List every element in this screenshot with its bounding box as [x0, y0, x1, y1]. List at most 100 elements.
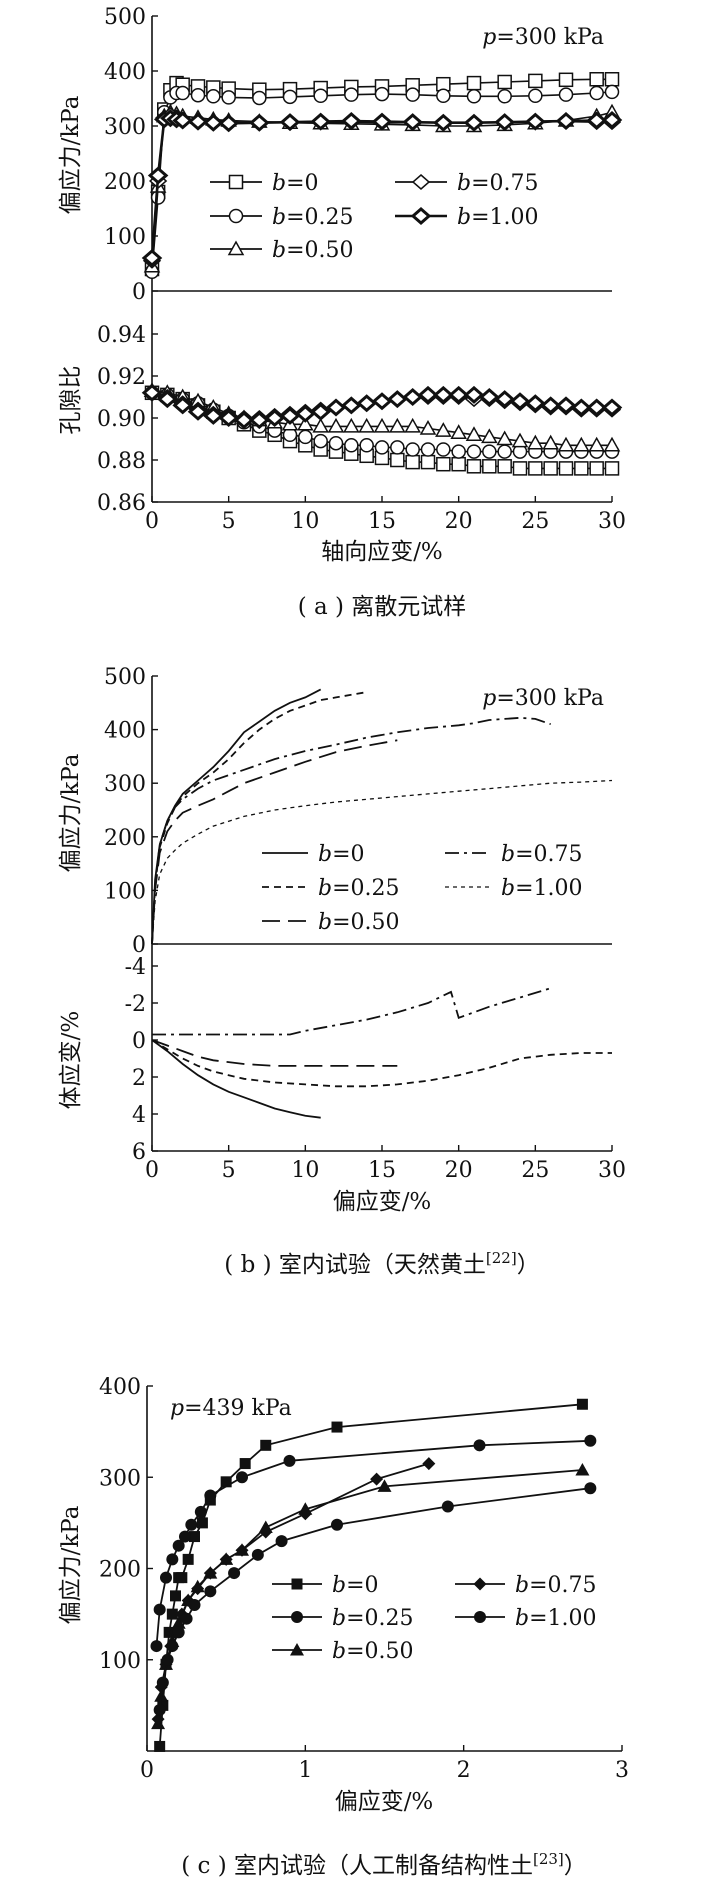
marker-circle [313, 433, 328, 449]
series-line [158, 1487, 591, 1711]
marker-diamond [218, 114, 239, 133]
marker-circle [344, 87, 359, 102]
marker-circle [405, 442, 420, 457]
legend-label: b=0 [272, 171, 319, 196]
marker-diamond [494, 390, 515, 409]
marker-square [260, 1439, 272, 1451]
marker-circle [221, 90, 236, 105]
pressure-annotation: p=300 kPa [482, 686, 604, 711]
marker-square [512, 461, 528, 476]
x-tick-label: 15 [368, 1158, 396, 1183]
marker-circle [156, 1676, 169, 1689]
caption-tail: ） [564, 1853, 587, 1879]
legend-item [272, 1611, 322, 1623]
marker-diamond [147, 166, 169, 185]
italic-symbol: b [318, 842, 332, 867]
y-tick-label: 0.92 [97, 365, 146, 390]
y-tick-label: 0 [132, 933, 146, 958]
legend-label: b=1.00 [515, 1606, 597, 1631]
marker-circle [194, 1505, 207, 1518]
legend-item [210, 240, 262, 256]
marker-triangle [496, 430, 513, 446]
marker-square [405, 454, 420, 470]
y-tick-label: 6 [132, 1140, 146, 1165]
marker-triangle [377, 1479, 392, 1492]
marker-square [589, 461, 604, 476]
marker-circle [359, 438, 374, 453]
legend-label: b=0.25 [272, 205, 354, 230]
pressure-annotation: p=439 kPa [170, 1396, 292, 1421]
marker-square [420, 454, 436, 470]
marker-square [466, 459, 482, 474]
label-value: =0.75 [471, 171, 538, 196]
legend-label: b=0.75 [501, 842, 583, 867]
marker-circle [436, 88, 451, 103]
italic-symbol: b [501, 842, 515, 867]
y-tick-label: 0.86 [97, 491, 146, 516]
marker-diamond [172, 396, 193, 415]
marker-diamond [218, 409, 239, 427]
marker-triangle [290, 1643, 304, 1656]
x-tick-label: 10 [291, 1158, 319, 1183]
marker-circle [451, 444, 466, 459]
series-b=0 [144, 72, 620, 277]
marker-diamond [601, 110, 623, 129]
x-tick-label: 20 [445, 1158, 473, 1183]
series-b=1.00 [153, 1482, 597, 1716]
italic-symbol: p [170, 1396, 184, 1421]
x-tick-label: 2 [457, 1758, 471, 1783]
x-tick-label: 15 [368, 509, 396, 534]
marker-square [331, 1421, 343, 1433]
marker-diamond [479, 388, 500, 406]
marker-circle [283, 1454, 296, 1467]
italic-symbol: b [272, 205, 286, 230]
marker-triangle [327, 417, 345, 433]
italic-symbol: b [457, 205, 471, 230]
legend-label: b=0.50 [332, 1639, 414, 1664]
series-b=0.25 [151, 691, 367, 945]
marker-circle [252, 90, 267, 106]
x-tick-label: 1 [298, 1758, 312, 1783]
marker-triangle [373, 417, 391, 433]
marker-diamond [555, 396, 577, 415]
marker-circle [282, 89, 298, 105]
y-tick-label: 500 [104, 665, 146, 690]
marker-diamond [279, 113, 301, 132]
marker-diamond [463, 113, 485, 132]
marker-diamond [586, 111, 607, 130]
marker-triangle [542, 434, 559, 450]
legend-item [210, 174, 262, 190]
marker-diamond [555, 112, 577, 131]
marker-circle [204, 1489, 217, 1502]
marker-circle [313, 88, 328, 103]
label-value: =0.25 [286, 205, 353, 230]
panel-caption: ( a ) 离散元试样 [298, 594, 467, 620]
marker-square [543, 461, 558, 476]
y-tick-label: 100 [104, 225, 146, 250]
label-value: =0.25 [346, 1606, 413, 1631]
x-tick-label: 25 [521, 1158, 549, 1183]
marker-triangle [435, 422, 452, 437]
marker-circle [298, 429, 313, 445]
marker-diamond [371, 112, 393, 131]
marker-square [176, 1572, 188, 1584]
marker-circle [172, 1539, 185, 1552]
marker-circle [584, 1434, 597, 1447]
marker-diamond [141, 249, 163, 267]
marker-triangle [450, 424, 467, 439]
marker-circle [497, 89, 512, 104]
y-tick-label: 100 [99, 1649, 141, 1674]
marker-diamond [540, 396, 561, 415]
marker-circle [153, 1703, 166, 1716]
marker-circle [179, 1530, 191, 1543]
italic-symbol: p [482, 25, 496, 50]
series-b=0 [151, 688, 322, 945]
marker-diamond [422, 1457, 436, 1471]
marker-circle [328, 435, 344, 451]
pressure-annotation: p=300 kPa [482, 25, 604, 50]
legend-label: b=0.75 [515, 1573, 597, 1598]
marker-square [291, 1578, 303, 1590]
marker-diamond [341, 396, 362, 415]
series-b=0.75 [151, 716, 551, 945]
caption-tail: ） [517, 1252, 540, 1278]
